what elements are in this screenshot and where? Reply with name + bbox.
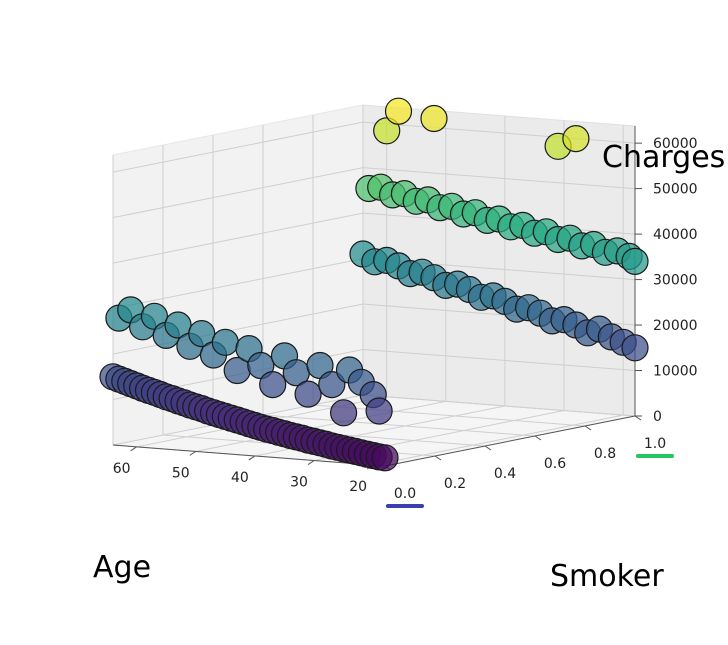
scatter-point bbox=[259, 371, 287, 399]
z-tick-label: 20000 bbox=[653, 318, 698, 334]
grid-line-x bbox=[373, 414, 624, 466]
x-tick-label: 30 bbox=[290, 475, 308, 491]
x-tick-label: 60 bbox=[113, 461, 131, 477]
x-axis-title: Age bbox=[93, 550, 151, 585]
x-axis-line bbox=[112, 444, 386, 467]
scatter-point bbox=[384, 97, 413, 125]
x-tick-mark bbox=[189, 450, 197, 456]
scatter-point bbox=[211, 328, 239, 356]
grid-line-z bbox=[362, 121, 636, 144]
grid-line-z bbox=[112, 167, 364, 219]
scatter-point bbox=[330, 399, 358, 427]
grid-line-z bbox=[112, 303, 364, 355]
y-tick-label: 0.2 bbox=[444, 476, 466, 492]
y-tick-mark bbox=[534, 435, 542, 441]
tick-labels: 20 30 40 50 60 0.0 0.2 0.4 0.6 0.8 1.0 0 10000 20000 3… bbox=[113, 136, 698, 508]
x-tick-label: 20 bbox=[349, 479, 367, 495]
y-tick-label: 1.0 bbox=[644, 436, 666, 452]
scatter-point bbox=[294, 380, 322, 408]
scatter-point bbox=[365, 397, 393, 425]
y-tick-label: 0.4 bbox=[494, 466, 516, 482]
grid-line-z bbox=[112, 258, 364, 310]
grid-line-y bbox=[262, 414, 536, 437]
scatter-point bbox=[621, 334, 649, 362]
y-tick-label: 0.8 bbox=[594, 446, 616, 462]
x-tick-mark bbox=[130, 446, 137, 452]
x-tick-label: 50 bbox=[172, 465, 190, 481]
z-tick-label: 50000 bbox=[653, 182, 698, 198]
x-tick-label: 40 bbox=[231, 470, 249, 486]
grid-line-z bbox=[362, 167, 636, 190]
scatter-point bbox=[562, 125, 590, 153]
grid-line-y bbox=[312, 404, 586, 427]
z-axis-title: Charges bbox=[602, 140, 725, 175]
z-tick-label: 0 bbox=[653, 409, 662, 425]
scatter-point bbox=[371, 444, 399, 472]
y-tick-mark bbox=[484, 445, 492, 451]
y-tick-mark bbox=[434, 455, 442, 461]
y-tick-label: 0.0 bbox=[394, 486, 416, 502]
y-axis-title: Smoker bbox=[550, 559, 664, 594]
grid-line-x bbox=[195, 400, 446, 452]
grid-line-z bbox=[362, 394, 636, 417]
y-axis-line bbox=[384, 415, 636, 467]
grid-line-z bbox=[112, 121, 364, 173]
x-tick-mark bbox=[307, 460, 315, 465]
axis-panes bbox=[112, 104, 636, 467]
z-tick-label: 60000 bbox=[653, 136, 698, 152]
z-tick-label: 30000 bbox=[653, 273, 698, 289]
scatter-point bbox=[164, 311, 192, 339]
scatter-points bbox=[99, 97, 649, 472]
z-tick-label: 40000 bbox=[653, 227, 698, 243]
grid-line-z bbox=[362, 349, 636, 372]
z-tick-label: 10000 bbox=[653, 364, 698, 380]
grid-line-z bbox=[112, 212, 364, 264]
y-tick-label: 0.6 bbox=[544, 456, 566, 472]
scatter-point bbox=[188, 320, 216, 348]
x-tick-mark bbox=[248, 455, 256, 461]
y-tick-mark bbox=[634, 415, 642, 421]
y-tick-mark bbox=[584, 425, 592, 431]
scatter-point bbox=[420, 104, 448, 133]
scatter-point bbox=[318, 371, 346, 399]
scatter-point bbox=[621, 247, 649, 275]
